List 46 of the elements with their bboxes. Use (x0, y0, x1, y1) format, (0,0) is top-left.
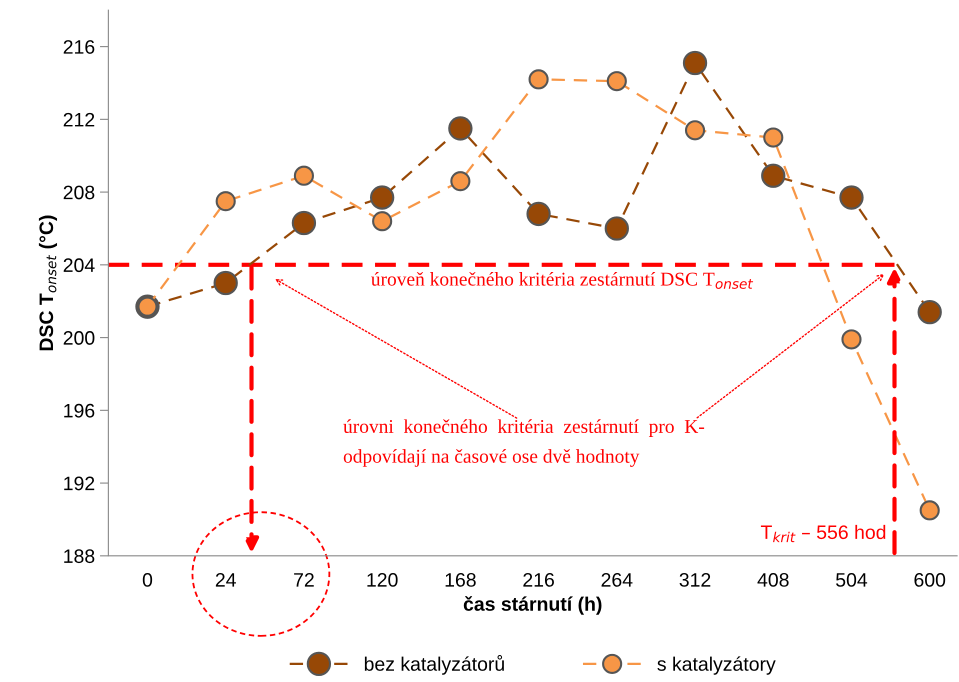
y-axis-title: DSC T$_{onset}$ (°C) (38, 216, 58, 350)
point (450, 171, 470, 192)
point (372, 211, 392, 232)
point (918, 300, 942, 324)
y-tick-label: 196 (64, 404, 94, 418)
x-tick-label: 600 (914, 573, 946, 587)
point (920, 500, 940, 520)
point (682, 50, 708, 76)
annotation: T$_{krit}$ – 556 hod (760, 524, 886, 542)
x-tick-label: 264 (602, 573, 632, 587)
point (294, 166, 314, 186)
legend-label: s katalyzátory (657, 656, 776, 675)
point (292, 210, 316, 236)
point (528, 69, 549, 90)
point (604, 216, 629, 241)
x-tick-label: 504 (836, 573, 868, 587)
y-tick-label: 192 (64, 476, 94, 490)
annotation: úrovni konečného kritéria zestárnutí pro K- odpovídají na časové ose dvě hodnoty (343, 419, 704, 467)
point (763, 127, 784, 148)
x-tick-label: 312 (680, 573, 710, 587)
ref-line-label: úroveň konečného kritéria zestárnutí DSC T$_{onset}$ (371, 272, 754, 289)
y-tick-label: 188 (64, 549, 94, 564)
x-tick-label: 168 (446, 573, 476, 587)
x-tick-label: 0 (142, 573, 152, 587)
point (684, 120, 706, 140)
y-tick-label: 204 (64, 258, 95, 272)
point (370, 185, 394, 210)
point (214, 270, 238, 296)
y-tick-label: 212 (64, 112, 94, 126)
y-tick-label: 208 (64, 186, 94, 200)
point (448, 116, 473, 141)
point (606, 71, 627, 92)
x-tick-label: 120 (367, 573, 398, 587)
point (216, 191, 236, 212)
point (526, 202, 551, 226)
y-tick-label: 200 (64, 331, 94, 345)
x-tick-label: 216 (523, 573, 554, 587)
point (841, 329, 862, 350)
x-tick-label: 408 (757, 573, 789, 587)
y-tick-label: 216 (64, 40, 94, 54)
x-tick-label: 72 (294, 573, 314, 587)
x-axis-title: čas stárnutí (h) (464, 596, 602, 615)
point (761, 164, 786, 188)
legend-label: bez katalyzátorů (364, 655, 504, 675)
x-tick-label: 24 (216, 573, 236, 587)
point (839, 185, 864, 210)
